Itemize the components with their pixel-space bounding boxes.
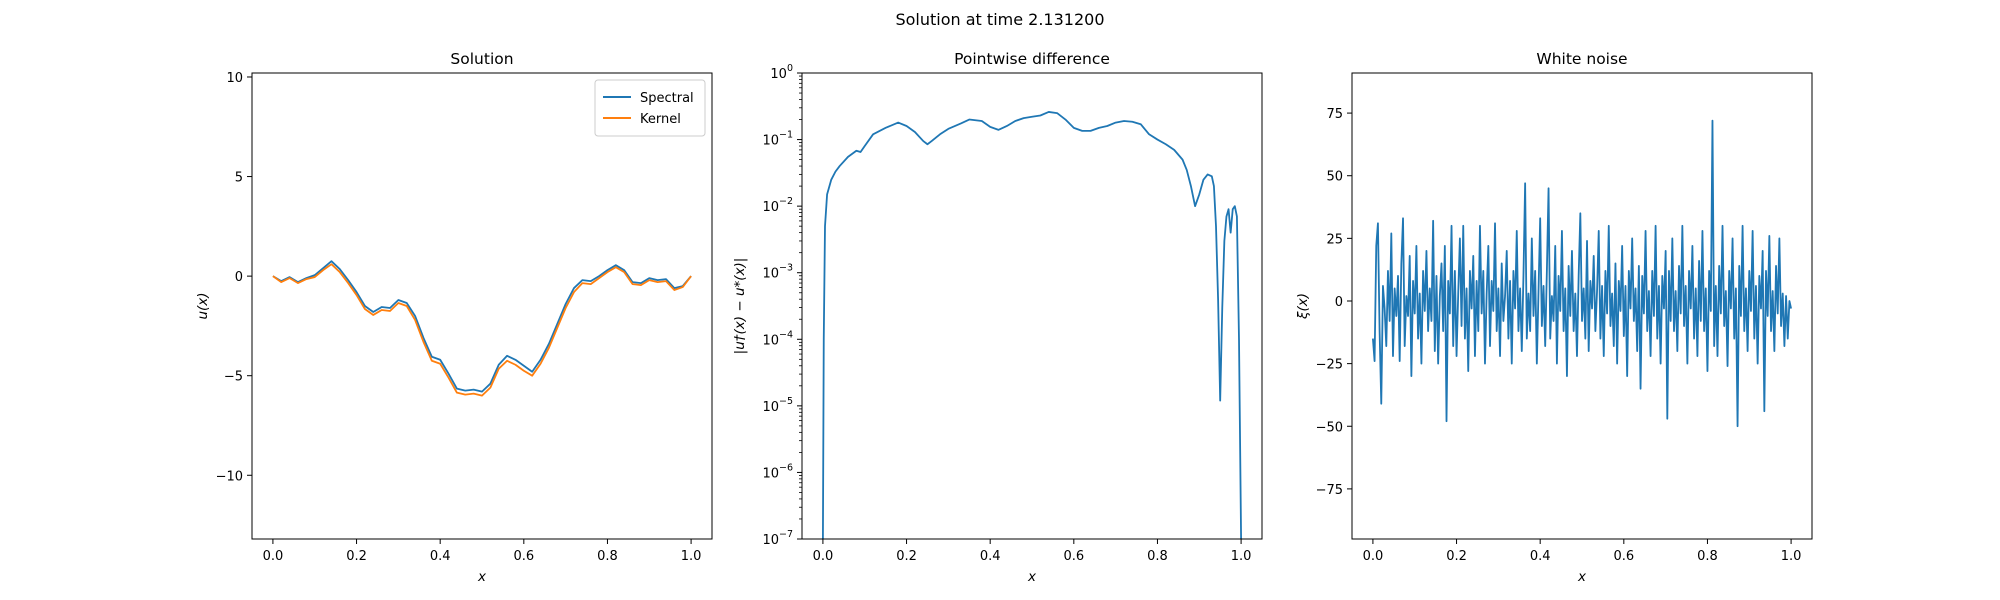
x-tick-label: 0.0 xyxy=(813,549,834,564)
x-axis-label: x xyxy=(477,569,487,585)
x-tick-label: 1.0 xyxy=(1781,549,1802,564)
subplot-3: 0.0 0.2 0.4 0.6 0.8 1.0 75 50 25 0 −25 −50 −75 White … xyxy=(1295,50,1813,585)
y-tick-label: 10−1 xyxy=(762,130,793,149)
series-line-1 xyxy=(1372,119,1792,428)
y-tick-label: 10−5 xyxy=(762,396,793,415)
x-tick-label: 0.8 xyxy=(597,549,618,564)
x-axis-label: x xyxy=(1027,569,1037,585)
y-tick-label: 0 xyxy=(1335,295,1343,310)
axes-frame xyxy=(1351,72,1813,540)
axes-frame xyxy=(801,72,1263,540)
axes-frame xyxy=(251,72,713,540)
x-axis-label: x xyxy=(1577,569,1587,585)
subplot-2: 0.0 0.2 0.4 0.6 0.8 1.0 10−7 10−6 10−5 10−4 10−3 10… xyxy=(732,50,1263,585)
y-tick-label: −10 xyxy=(216,469,243,484)
y-axis-label: |u†(x) − u*(x)| xyxy=(732,258,748,355)
y-tick-label: 10 xyxy=(226,71,243,86)
y-tick-label: 10−3 xyxy=(762,263,793,282)
y-tick-label: −25 xyxy=(1316,358,1343,373)
y-tick-label: 10−2 xyxy=(762,196,793,215)
y-tick-label: 75 xyxy=(1326,107,1343,122)
x-tick-label: 0.0 xyxy=(1363,549,1384,564)
y-tick-label: 10−7 xyxy=(762,529,793,548)
x-tick-label: 0.6 xyxy=(1063,549,1084,564)
x-tick-label: 0.8 xyxy=(1697,549,1718,564)
y-tick-label: 10−6 xyxy=(762,462,793,481)
legend-label-spectral: Spectral xyxy=(640,91,694,106)
y-axis-label: ξ(x) xyxy=(1295,293,1311,320)
x-tick-label: 0.0 xyxy=(263,549,284,564)
x-tick-label: 0.4 xyxy=(1530,549,1551,564)
x-tick-label: 0.6 xyxy=(1613,549,1634,564)
legend-box xyxy=(594,79,706,137)
figure-suptitle: Solution at time 2.131200 xyxy=(895,10,1104,29)
legend-label-kernel: Kernel xyxy=(640,112,681,127)
subplot-title: Solution xyxy=(450,50,513,68)
y-tick-label: 100 xyxy=(770,63,793,82)
subplot-1: 0.0 0.2 0.4 0.6 0.8 1.0 10 5 0 −5 −10 Solution x u(x)… xyxy=(195,50,713,585)
x-tick-label: 0.2 xyxy=(346,549,367,564)
series-line-spectral xyxy=(272,260,692,393)
x-tick-label: 1.0 xyxy=(1231,549,1252,564)
x-tick-label: 0.2 xyxy=(1446,549,1467,564)
y-tick-label: −75 xyxy=(1316,483,1343,498)
x-tick-label: 0.2 xyxy=(896,549,917,564)
x-tick-label: 0.4 xyxy=(980,549,1001,564)
series-line-kernel xyxy=(272,263,692,397)
series-line-1 xyxy=(822,111,1242,539)
subplot-title: Pointwise difference xyxy=(954,50,1110,68)
y-tick-label: 0 xyxy=(235,270,243,285)
y-tick-label: 10−4 xyxy=(762,329,793,348)
y-tick-label: 25 xyxy=(1326,232,1343,247)
x-tick-label: 0.6 xyxy=(513,549,534,564)
axes-layer: 0.0 0.2 0.4 0.6 0.8 1.01050−5−10Solutionxu(x)… xyxy=(195,50,1813,585)
x-tick-label: 1.0 xyxy=(681,549,702,564)
x-tick-label: 0.8 xyxy=(1147,549,1168,564)
x-tick-label: 0.4 xyxy=(430,549,451,564)
subplot-title: White noise xyxy=(1536,50,1627,68)
y-tick-label: 5 xyxy=(235,171,243,186)
y-tick-label: −5 xyxy=(224,370,243,385)
y-tick-label: 50 xyxy=(1326,170,1343,185)
y-axis-label: u(x) xyxy=(195,292,211,319)
legend: Spectral Kernel xyxy=(594,79,706,137)
y-tick-label: −50 xyxy=(1316,420,1343,435)
